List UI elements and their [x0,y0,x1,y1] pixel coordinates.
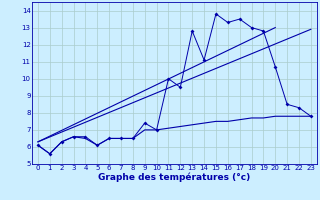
X-axis label: Graphe des températures (°c): Graphe des températures (°c) [98,173,251,182]
